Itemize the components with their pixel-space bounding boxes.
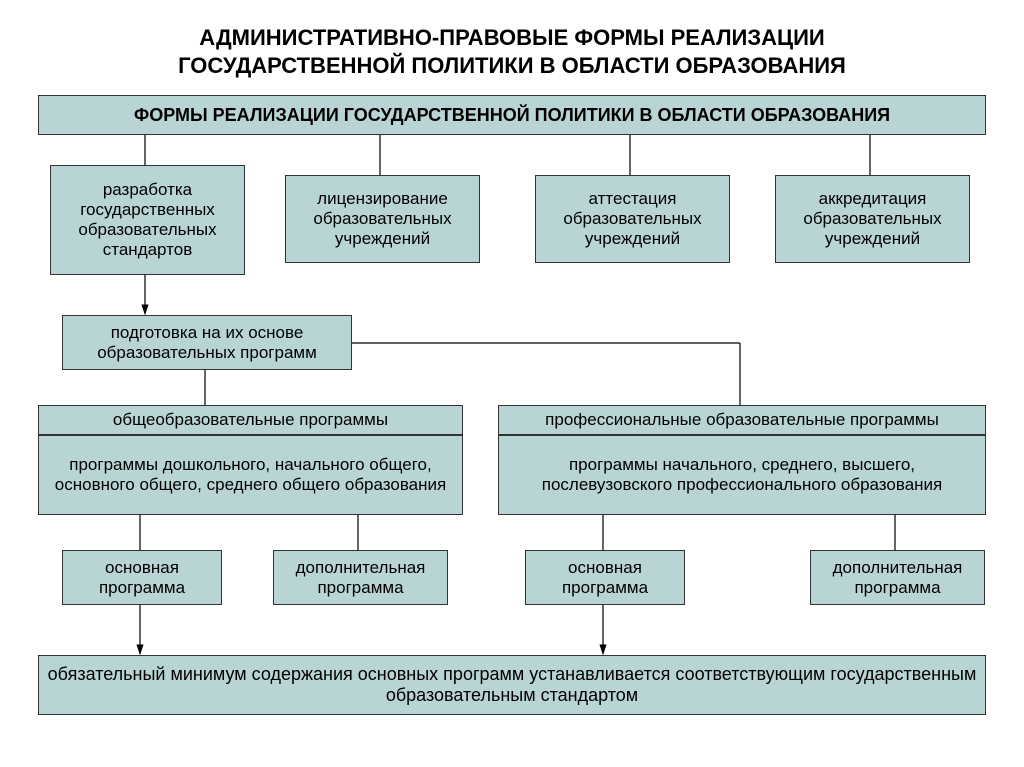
prog-right-main: основная программа xyxy=(525,550,685,605)
prog-lm-text: основная программа xyxy=(69,558,215,598)
row1-d-text: аккредитация образовательных учреждений xyxy=(782,189,963,249)
prep-text: подготовка на их основе образовательных … xyxy=(69,323,345,363)
row1-a-text: разработка государственных образовательн… xyxy=(57,180,238,260)
left-head-text: общеобразовательные программы xyxy=(113,410,388,430)
left-head: общеобразовательные программы xyxy=(38,405,463,435)
prog-le-text: дополнительная программа xyxy=(280,558,441,598)
header-box: ФОРМЫ РЕАЛИЗАЦИИ ГОСУДАРСТВЕННОЙ ПОЛИТИК… xyxy=(38,95,986,135)
footer-text: обязательный минимум содержания основных… xyxy=(45,664,979,706)
row1-b: лицензирование образовательных учреждени… xyxy=(285,175,480,263)
page-title: АДМИНИСТРАТИВНО-ПРАВОВЫЕ ФОРМЫ РЕАЛИЗАЦИ… xyxy=(0,24,1024,80)
row1-d: аккредитация образовательных учреждений xyxy=(775,175,970,263)
row1-c: аттестация образовательных учреждений xyxy=(535,175,730,263)
prog-left-main: основная программа xyxy=(62,550,222,605)
prog-re-text: дополнительная программа xyxy=(817,558,978,598)
footer-box: обязательный минимум содержания основных… xyxy=(38,655,986,715)
title-line2: ГОСУДАРСТВЕННОЙ ПОЛИТИКИ В ОБЛАСТИ ОБРАЗ… xyxy=(0,52,1024,80)
row1-b-text: лицензирование образовательных учреждени… xyxy=(292,189,473,249)
left-body: программы дошкольного, начального общего… xyxy=(38,435,463,515)
right-head-text: профессиональные образовательные програм… xyxy=(545,410,939,430)
title-line1: АДМИНИСТРАТИВНО-ПРАВОВЫЕ ФОРМЫ РЕАЛИЗАЦИ… xyxy=(0,24,1024,52)
left-body-text: программы дошкольного, начального общего… xyxy=(45,455,456,495)
prog-rm-text: основная программа xyxy=(532,558,678,598)
row1-c-text: аттестация образовательных учреждений xyxy=(542,189,723,249)
prog-right-extra: дополнительная программа xyxy=(810,550,985,605)
header-text: ФОРМЫ РЕАЛИЗАЦИИ ГОСУДАРСТВЕННОЙ ПОЛИТИК… xyxy=(134,105,890,126)
prep-box: подготовка на их основе образовательных … xyxy=(62,315,352,370)
right-head: профессиональные образовательные програм… xyxy=(498,405,986,435)
prog-left-extra: дополнительная программа xyxy=(273,550,448,605)
right-body-text: программы начального, среднего, высшего,… xyxy=(505,455,979,495)
row1-a: разработка государственных образовательн… xyxy=(50,165,245,275)
right-body: программы начального, среднего, высшего,… xyxy=(498,435,986,515)
